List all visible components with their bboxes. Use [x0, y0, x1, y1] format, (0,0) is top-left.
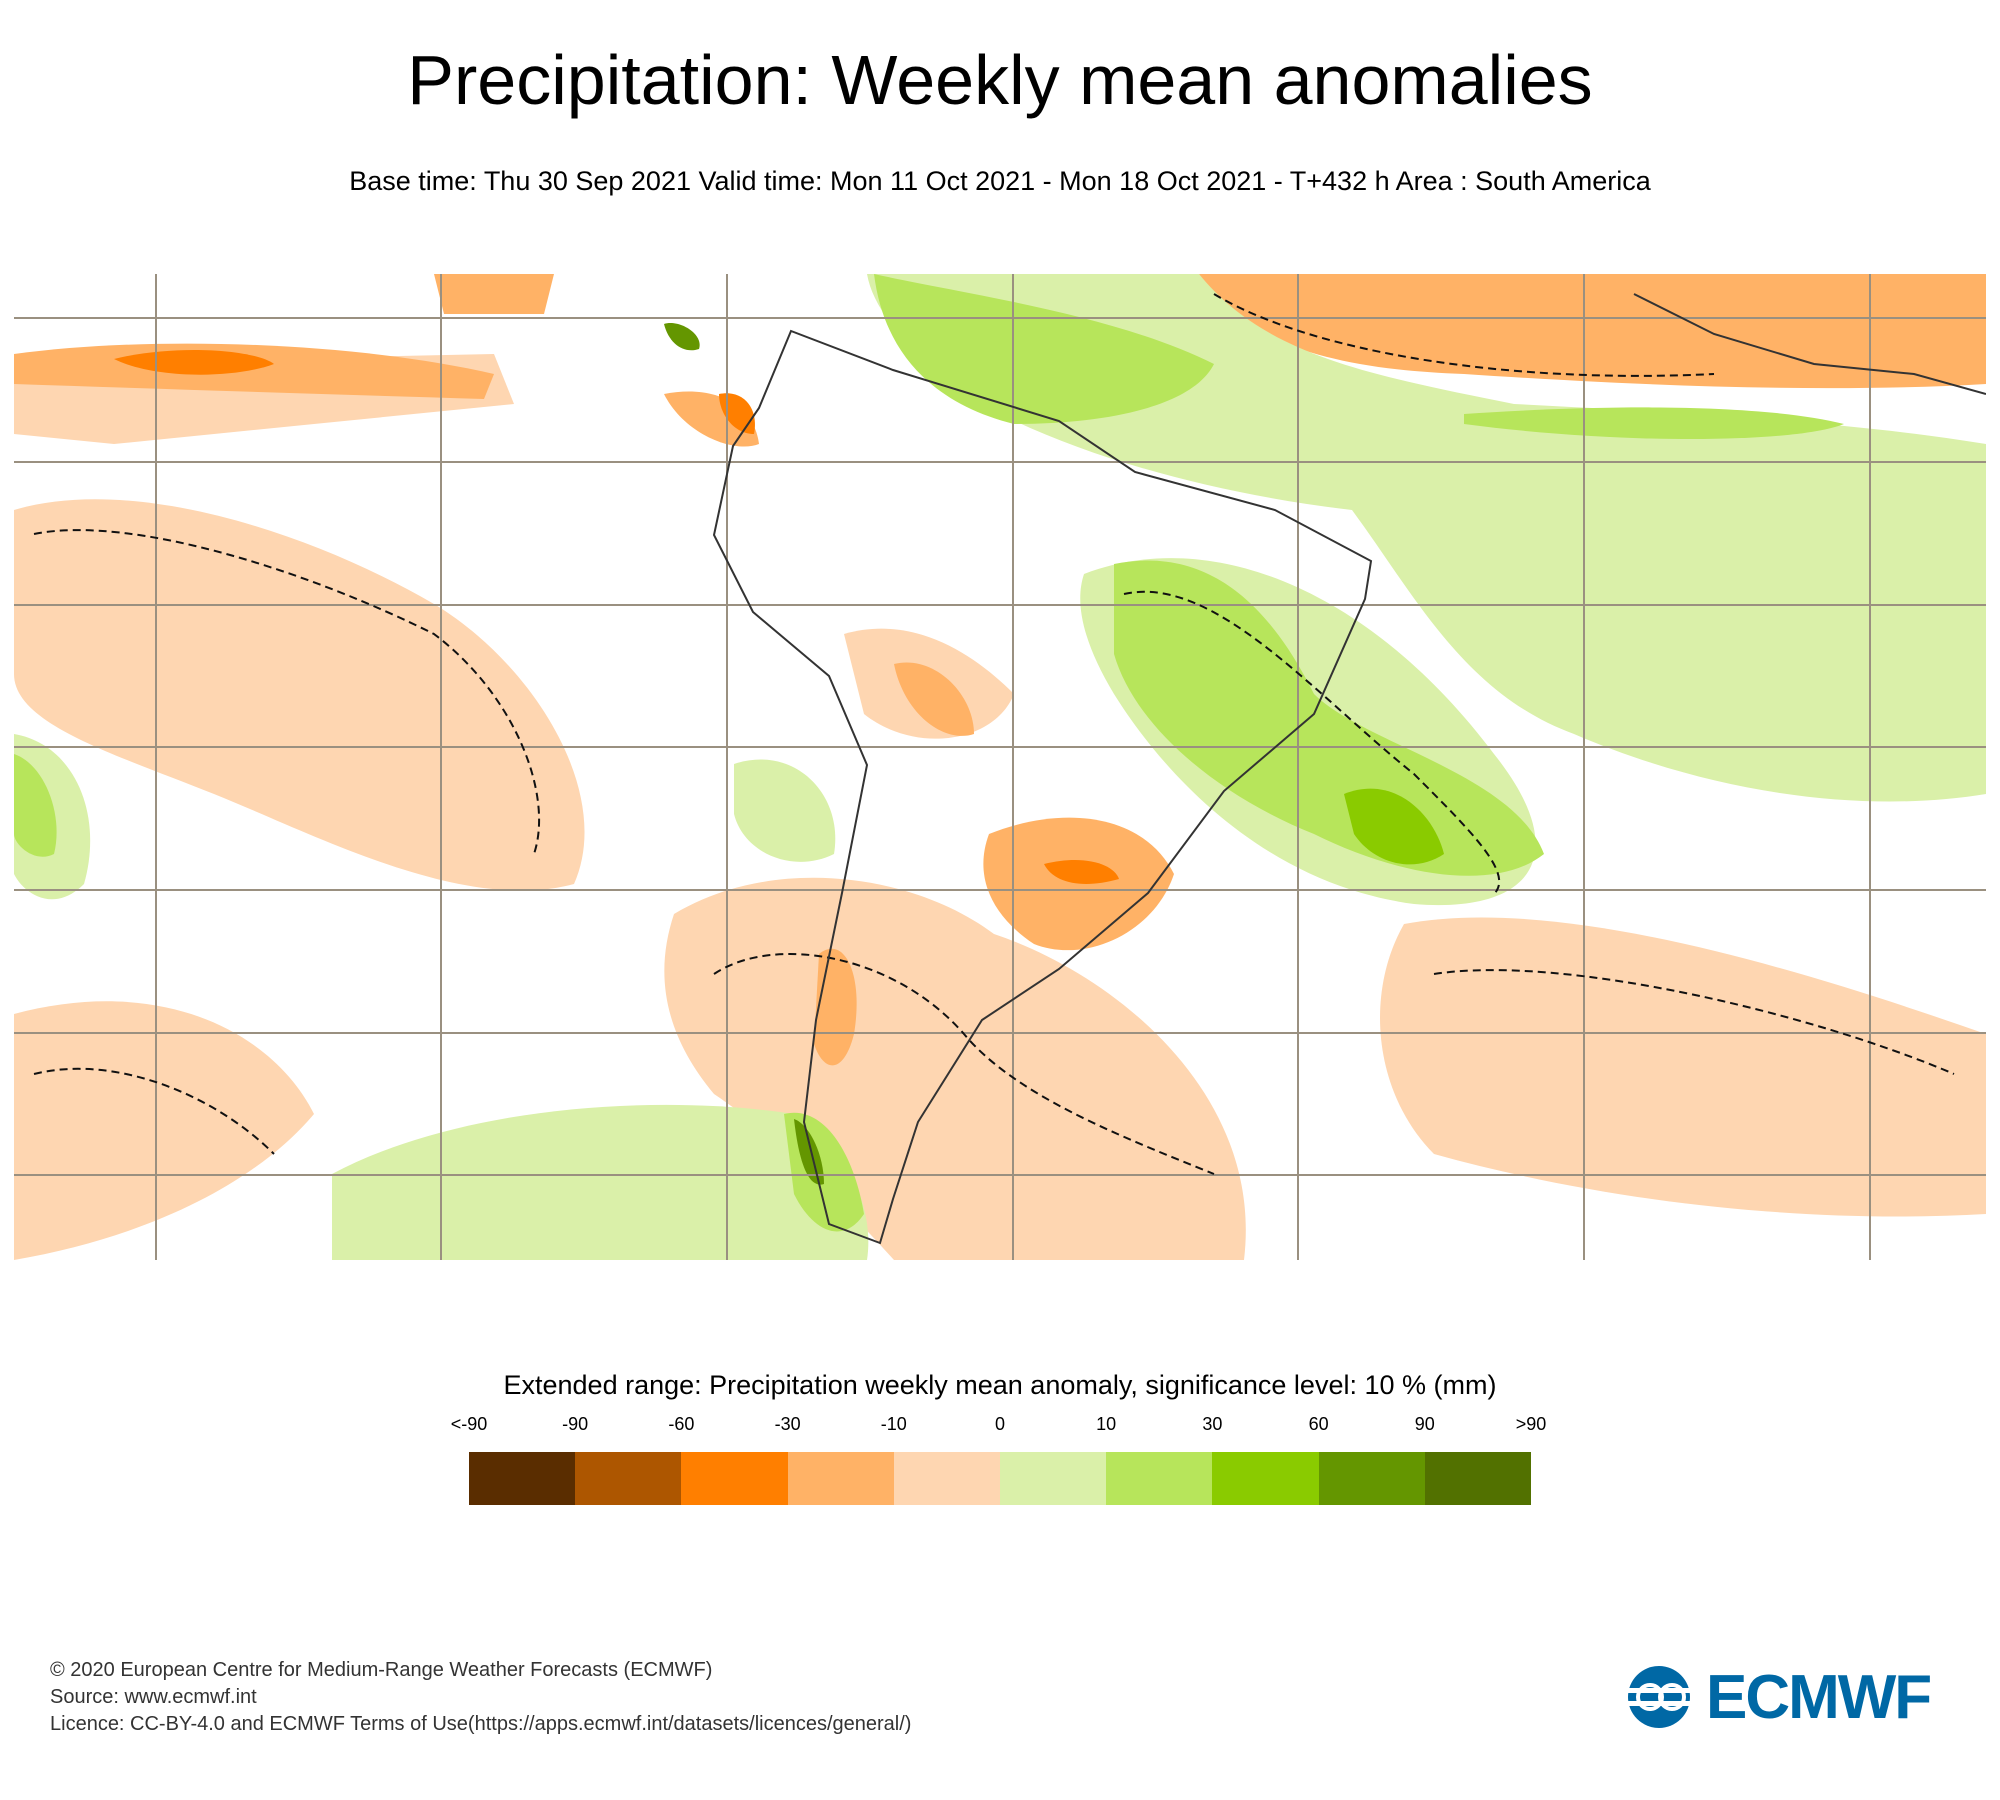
legend-labels: <-90 -90 -60 -30 -10 0 10 30 60 90 >90 [451, 1414, 1547, 1436]
legend-swatch [1424, 1452, 1532, 1505]
south-america-coastline [712, 329, 1373, 1245]
legend-swatch [787, 1452, 894, 1505]
legend-label: 60 [1308, 1414, 1329, 1434]
graticule [14, 274, 1986, 1260]
significance-contours [33, 293, 1955, 1175]
legend-label: -10 [880, 1414, 907, 1434]
licence-text: Licence: CC-BY-4.0 and ECMWF Terms of Us… [50, 1713, 912, 1735]
source-text: Source: www.ecmwf.int [50, 1686, 257, 1708]
legend-swatch [681, 1452, 788, 1505]
footer: © 2020 European Centre for Medium-Range … [50, 1657, 911, 1738]
legend-swatch [1000, 1452, 1107, 1505]
legend-label: 0 [994, 1414, 1006, 1434]
anomaly-fields [14, 274, 1986, 1260]
legend-label: -60 [668, 1414, 695, 1434]
africa-coastline [1633, 293, 1986, 395]
legend-swatch [1212, 1452, 1319, 1505]
ecmwf-logo-text: ECMWF [1706, 1662, 1932, 1732]
legend-colorbar [469, 1452, 1532, 1505]
legend-label: -90 [562, 1414, 589, 1434]
copyright-text: © 2020 European Centre for Medium-Range … [50, 1659, 713, 1681]
legend-label: 30 [1202, 1414, 1223, 1434]
legend-label: >90 [1515, 1414, 1547, 1434]
legend-label: 90 [1414, 1414, 1435, 1434]
ecmwf-logo-icon [1620, 1666, 1698, 1728]
ecmwf-logo: ECMWF [1620, 1663, 1932, 1732]
legend-swatch [469, 1452, 576, 1505]
legend-label: <-90 [450, 1414, 488, 1434]
page-subtitle: Base time: Thu 30 Sep 2021 Valid time: M… [349, 166, 1651, 196]
precipitation-anomaly-map [14, 274, 1986, 1260]
legend-title: Extended range: Precipitation weekly mea… [503, 1370, 1497, 1400]
legend-label: 10 [1096, 1414, 1117, 1434]
legend-swatch [575, 1452, 682, 1505]
legend-label: -30 [774, 1414, 801, 1434]
legend-swatch [1106, 1452, 1213, 1505]
legend-swatch [1318, 1452, 1425, 1505]
legend-swatch [893, 1452, 1001, 1505]
page-title: Precipitation: Weekly mean anomalies [407, 41, 1593, 119]
